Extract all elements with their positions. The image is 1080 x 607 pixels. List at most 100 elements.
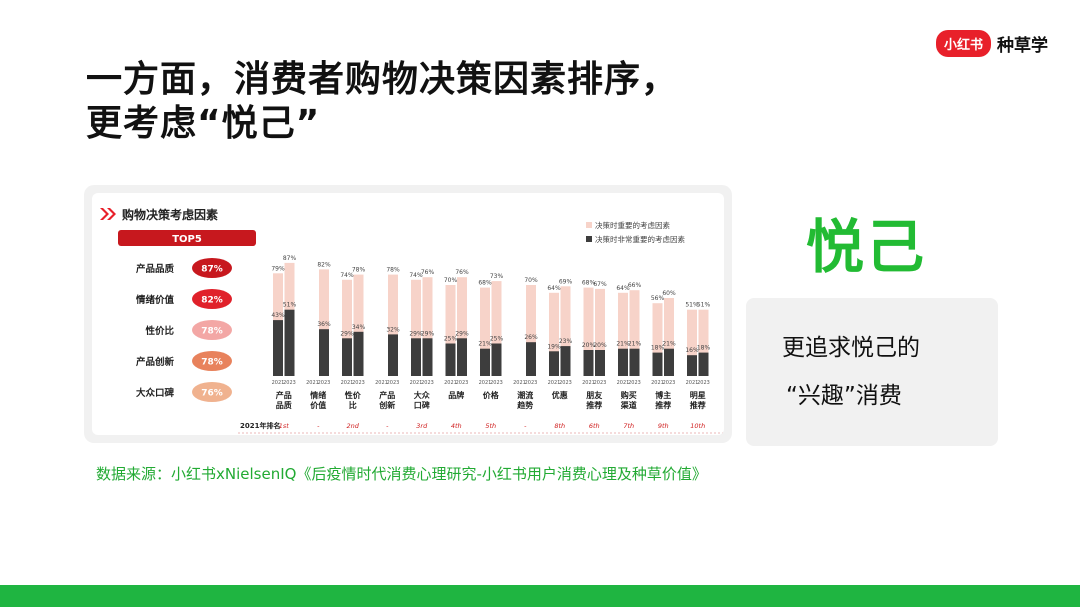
bar-important	[411, 279, 421, 376]
title-line-2: 更考虑“悦己”	[86, 103, 321, 144]
bar-important	[388, 274, 398, 376]
bar-very-important	[388, 334, 398, 376]
bar-label-very-important: 51%	[283, 302, 297, 309]
bar-label-very-important: 23%	[559, 338, 573, 345]
bar-important	[629, 290, 640, 376]
bar-very-important	[595, 350, 605, 376]
bar-label-important: 78%	[386, 267, 400, 274]
top5-item-value: 78%	[201, 327, 223, 337]
year-tick-label: 2021	[686, 380, 699, 386]
year-tick-label: 2021	[617, 380, 630, 386]
top5-header: TOP5	[172, 234, 202, 245]
title-chevron-icon	[107, 208, 116, 220]
legend-label: 决策时非常重要的考虑因素	[595, 234, 685, 244]
bar-very-important	[480, 348, 490, 376]
bar-label-very-important: 26%	[524, 334, 538, 341]
bar-label-important: 70%	[444, 277, 458, 284]
bar-label-important: 76%	[421, 269, 435, 276]
bar-label-important: 87%	[283, 255, 297, 262]
year-tick-label: 2023	[352, 380, 365, 386]
bar-very-important	[652, 352, 663, 376]
bar-label-important: 82%	[317, 261, 331, 268]
bar-label-very-important: 32%	[386, 326, 400, 333]
category-label: 价值	[310, 400, 326, 410]
bar-very-important	[664, 348, 674, 376]
top5-item-pill	[192, 320, 232, 340]
bar-label-important: 67%	[593, 281, 607, 288]
top5-item-value: 82%	[201, 296, 223, 306]
top5-item-pill	[192, 258, 232, 278]
bottom-bar	[0, 585, 1080, 607]
bar-very-important	[526, 342, 536, 376]
bar-label-very-important: 20%	[593, 342, 607, 349]
category-label: 明星	[690, 390, 706, 400]
bar-label-important: 69%	[559, 278, 573, 285]
bar-label-important: 79%	[271, 265, 285, 272]
category-label: 大众	[414, 390, 431, 400]
bar-very-important	[457, 338, 467, 376]
category-label: 推荐	[655, 400, 671, 410]
year-tick-label: 2023	[594, 380, 607, 386]
category-label: 渠道	[620, 400, 637, 410]
bar-important	[652, 303, 663, 376]
year-tick-label: 2021	[548, 380, 561, 386]
bar-very-important	[319, 329, 329, 376]
bar-label-very-important: 18%	[697, 345, 711, 352]
bar-important	[342, 279, 352, 376]
bar-label-important: 66%	[628, 282, 642, 289]
bar-label-very-important: 29%	[340, 330, 354, 337]
bar-label-very-important: 43%	[271, 312, 285, 319]
bar-label-very-important: 29%	[409, 330, 423, 337]
year-tick-label: 2021	[272, 380, 285, 386]
bar-important	[687, 309, 697, 376]
bar-label-important: 60%	[662, 290, 676, 297]
rank-label: 3rd	[416, 422, 428, 430]
bar-chart: 购物决策考虑因素 TOP5 产品品质 87% 情绪价值 82% 性价比 78% 产品创新 78% 大…	[100, 207, 724, 434]
category-label: 产品	[276, 390, 292, 400]
top5-item-label: 产品创新	[136, 356, 175, 368]
top5-item-value: 87%	[201, 265, 223, 275]
bar-very-important	[583, 350, 594, 376]
legend-label: 决策时重要的考虑因素	[595, 220, 670, 230]
category-label: 创新	[378, 400, 395, 410]
bar-label-very-important: 36%	[317, 321, 331, 328]
bar-very-important	[560, 346, 571, 376]
bar-important	[583, 287, 594, 376]
top5-item-value: 76%	[201, 389, 223, 399]
year-tick-label: 2021	[410, 380, 423, 386]
bar-label-very-important: 25%	[490, 336, 504, 343]
top5-item-pill	[192, 351, 232, 371]
bar-very-important	[618, 348, 628, 376]
bar-label-very-important: 29%	[455, 330, 469, 337]
summary-card: 更追求悦己的 “兴趣”消费	[746, 298, 998, 446]
bar-very-important	[687, 355, 697, 376]
bar-label-very-important: 29%	[421, 330, 435, 337]
bar-very-important	[491, 343, 502, 376]
title-chevron-icon	[100, 208, 109, 220]
summary-line-2: “兴趣”消费	[786, 383, 902, 409]
legend-swatch	[586, 222, 592, 228]
bar-label-important: 74%	[340, 272, 354, 279]
title-line-1: 一方面，消费者购物决策因素排序，	[86, 59, 679, 100]
category-label: 价格	[483, 390, 500, 400]
bar-important	[595, 288, 605, 376]
year-tick-label: 2021	[375, 380, 388, 386]
rank-label: 6th	[589, 422, 600, 430]
rank-label: 7th	[623, 422, 634, 430]
year-tick-label: 2021	[479, 380, 492, 386]
year-tick-label: 2023	[628, 380, 641, 386]
bar-important	[698, 309, 709, 376]
category-label: 口碑	[414, 400, 430, 410]
bar-label-important: 51%	[685, 302, 699, 309]
bar-label-very-important: 25%	[444, 336, 458, 343]
bar-label-important: 64%	[616, 285, 630, 292]
rank-label: -	[317, 422, 320, 430]
category-label: 购买	[621, 390, 637, 400]
bar-label-important: 68%	[478, 280, 492, 287]
category-label: 产品	[379, 390, 395, 400]
bar-label-very-important: 34%	[352, 324, 366, 331]
bar-label-very-important: 21%	[628, 341, 642, 348]
category-label: 比	[349, 400, 357, 410]
bar-label-very-important: 21%	[662, 341, 676, 348]
year-tick-label: 2023	[421, 380, 434, 386]
